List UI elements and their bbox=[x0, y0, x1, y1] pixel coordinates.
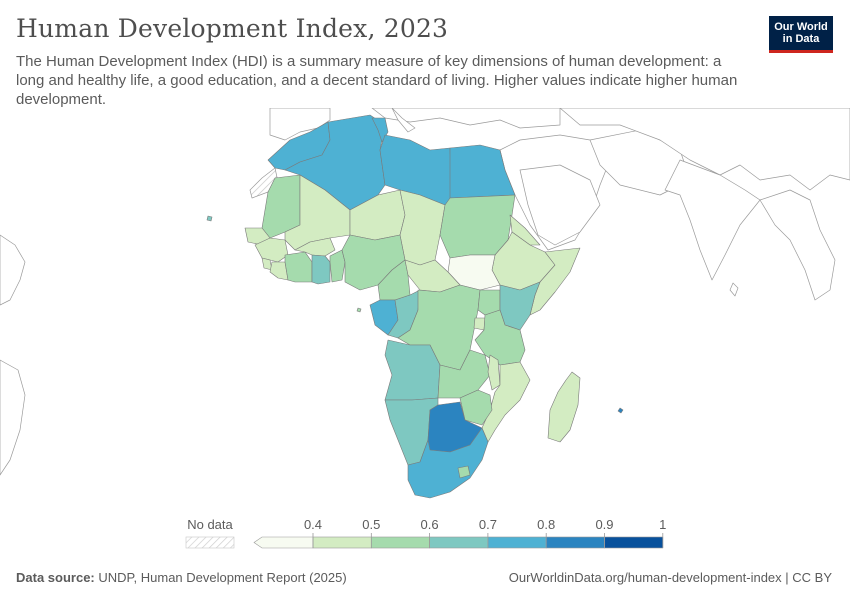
logo-line-1: Our World bbox=[774, 21, 828, 33]
country-eritrea[interactable] bbox=[509, 214, 541, 246]
country-rwanda-burundi[interactable] bbox=[473, 317, 486, 331]
legend-tick-label: 0.9 bbox=[595, 517, 613, 532]
southeast-asia-outline bbox=[759, 189, 836, 301]
italy-outline bbox=[391, 108, 416, 133]
country-somalia[interactable] bbox=[529, 247, 581, 316]
logo-line-2: in Data bbox=[782, 33, 820, 45]
legend-bin-2 bbox=[370, 536, 430, 549]
country-togo-benin[interactable] bbox=[329, 249, 346, 283]
legend-bin-1 bbox=[312, 536, 372, 549]
legend-tick-label: 0.4 bbox=[304, 517, 322, 532]
country-ghana[interactable] bbox=[311, 254, 331, 285]
data-source-label: Data source: bbox=[16, 570, 95, 585]
europe-outline bbox=[269, 108, 331, 141]
arabia-outline bbox=[519, 164, 601, 246]
chart-title: Human Development Index, 2023 bbox=[16, 14, 449, 43]
legend-bin-5 bbox=[545, 536, 605, 549]
legend-bin-6 bbox=[604, 536, 664, 549]
country-mauritius[interactable] bbox=[617, 407, 624, 414]
country-madagascar[interactable] bbox=[547, 371, 581, 443]
country-mozambique[interactable] bbox=[481, 361, 531, 443]
europe-outline-2 bbox=[371, 108, 561, 129]
legend-tick-label: 0.5 bbox=[362, 517, 380, 532]
legend-tick-label: 0.8 bbox=[537, 517, 555, 532]
legend-bin-4 bbox=[487, 536, 547, 549]
legend-tick-label: 0.7 bbox=[479, 517, 497, 532]
legend-no-data-label: No data bbox=[187, 517, 233, 532]
country-burkina-faso[interactable] bbox=[294, 237, 336, 257]
color-legend: No data 0.4 0.5 0.6 0.7 0.8 0.9 1 bbox=[185, 517, 666, 549]
south-america-outline bbox=[0, 234, 26, 306]
legend-bin-0 bbox=[253, 536, 314, 549]
country-angola[interactable] bbox=[384, 339, 441, 401]
country-cote-divoire[interactable] bbox=[284, 251, 313, 283]
legend-ticks: 0.4 0.5 0.6 0.7 0.8 0.9 1 bbox=[304, 517, 666, 548]
footer-url[interactable]: OurWorldinData.org/human-development-ind… bbox=[508, 570, 832, 585]
country-cabo-verde[interactable] bbox=[206, 215, 213, 222]
data-source-text: UNDP, Human Development Report (2025) bbox=[98, 570, 347, 585]
chart-subtitle: The Human Development Index (HDI) is a s… bbox=[16, 53, 738, 108]
south-america-outline-2 bbox=[0, 359, 26, 476]
legend-tick-label: 0.6 bbox=[421, 517, 439, 532]
owid-logo[interactable]: Our World in Data bbox=[769, 16, 833, 53]
legend-bins bbox=[253, 536, 664, 549]
sri-lanka-outline bbox=[729, 282, 739, 297]
data-source: Data source: UNDP, Human Development Rep… bbox=[16, 570, 347, 585]
india-outline bbox=[664, 159, 761, 281]
legend-tick-label: 1 bbox=[659, 517, 666, 532]
africa-map[interactable] bbox=[0, 108, 850, 508]
country-south-africa[interactable] bbox=[407, 427, 489, 499]
country-lesotho[interactable] bbox=[457, 465, 471, 479]
legend-no-data-swatch bbox=[185, 536, 235, 549]
country-liberia[interactable] bbox=[269, 261, 289, 281]
country-sao-tome[interactable] bbox=[356, 307, 362, 313]
asia-outline bbox=[559, 108, 850, 191]
country-malawi[interactable] bbox=[487, 354, 501, 391]
legend-bin-3 bbox=[429, 536, 489, 549]
